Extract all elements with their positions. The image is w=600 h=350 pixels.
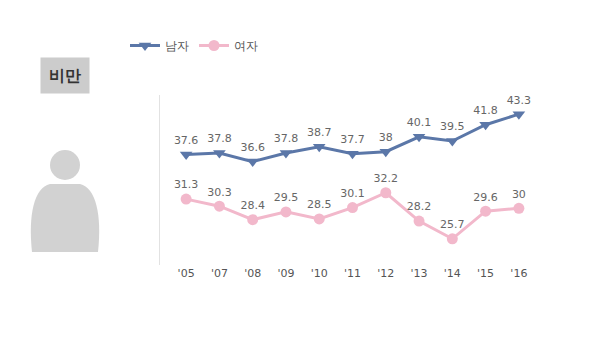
svg-text:38.7: 38.7 — [307, 126, 332, 139]
svg-text:38: 38 — [379, 131, 393, 144]
svg-text:여자: 여자 — [234, 39, 258, 53]
svg-text:36.6: 36.6 — [240, 141, 265, 154]
svg-text:'15: '15 — [477, 267, 494, 280]
svg-text:'05: '05 — [178, 267, 195, 280]
svg-text:29.6: 29.6 — [473, 191, 498, 204]
svg-text:30.1: 30.1 — [340, 187, 365, 200]
svg-text:'16: '16 — [510, 267, 527, 280]
svg-text:25.7: 25.7 — [440, 218, 465, 231]
svg-text:28.4: 28.4 — [240, 199, 265, 212]
svg-text:32.2: 32.2 — [374, 172, 399, 185]
svg-text:남자: 남자 — [165, 39, 189, 53]
svg-text:31.3: 31.3 — [174, 178, 199, 191]
svg-text:29.5: 29.5 — [274, 191, 299, 204]
svg-text:'08: '08 — [244, 267, 261, 280]
svg-text:'09: '09 — [277, 267, 294, 280]
svg-text:30: 30 — [512, 188, 526, 201]
svg-text:'07: '07 — [211, 267, 228, 280]
svg-text:41.8: 41.8 — [473, 104, 498, 117]
svg-text:40.1: 40.1 — [407, 116, 432, 129]
svg-text:37.8: 37.8 — [274, 132, 299, 145]
svg-text:28.2: 28.2 — [407, 200, 432, 213]
svg-text:37.7: 37.7 — [340, 133, 365, 146]
svg-text:28.5: 28.5 — [307, 198, 332, 211]
svg-text:43.3: 43.3 — [507, 94, 532, 107]
svg-text:비만: 비만 — [49, 66, 81, 85]
svg-text:37.8: 37.8 — [207, 132, 232, 145]
svg-text:'12: '12 — [377, 267, 394, 280]
svg-text:37.6: 37.6 — [174, 134, 199, 147]
svg-text:'14: '14 — [444, 267, 461, 280]
svg-text:'10: '10 — [311, 267, 328, 280]
svg-text:39.5: 39.5 — [440, 120, 465, 133]
svg-text:'13: '13 — [411, 267, 428, 280]
svg-text:'11: '11 — [344, 267, 361, 280]
svg-text:30.3: 30.3 — [207, 186, 232, 199]
